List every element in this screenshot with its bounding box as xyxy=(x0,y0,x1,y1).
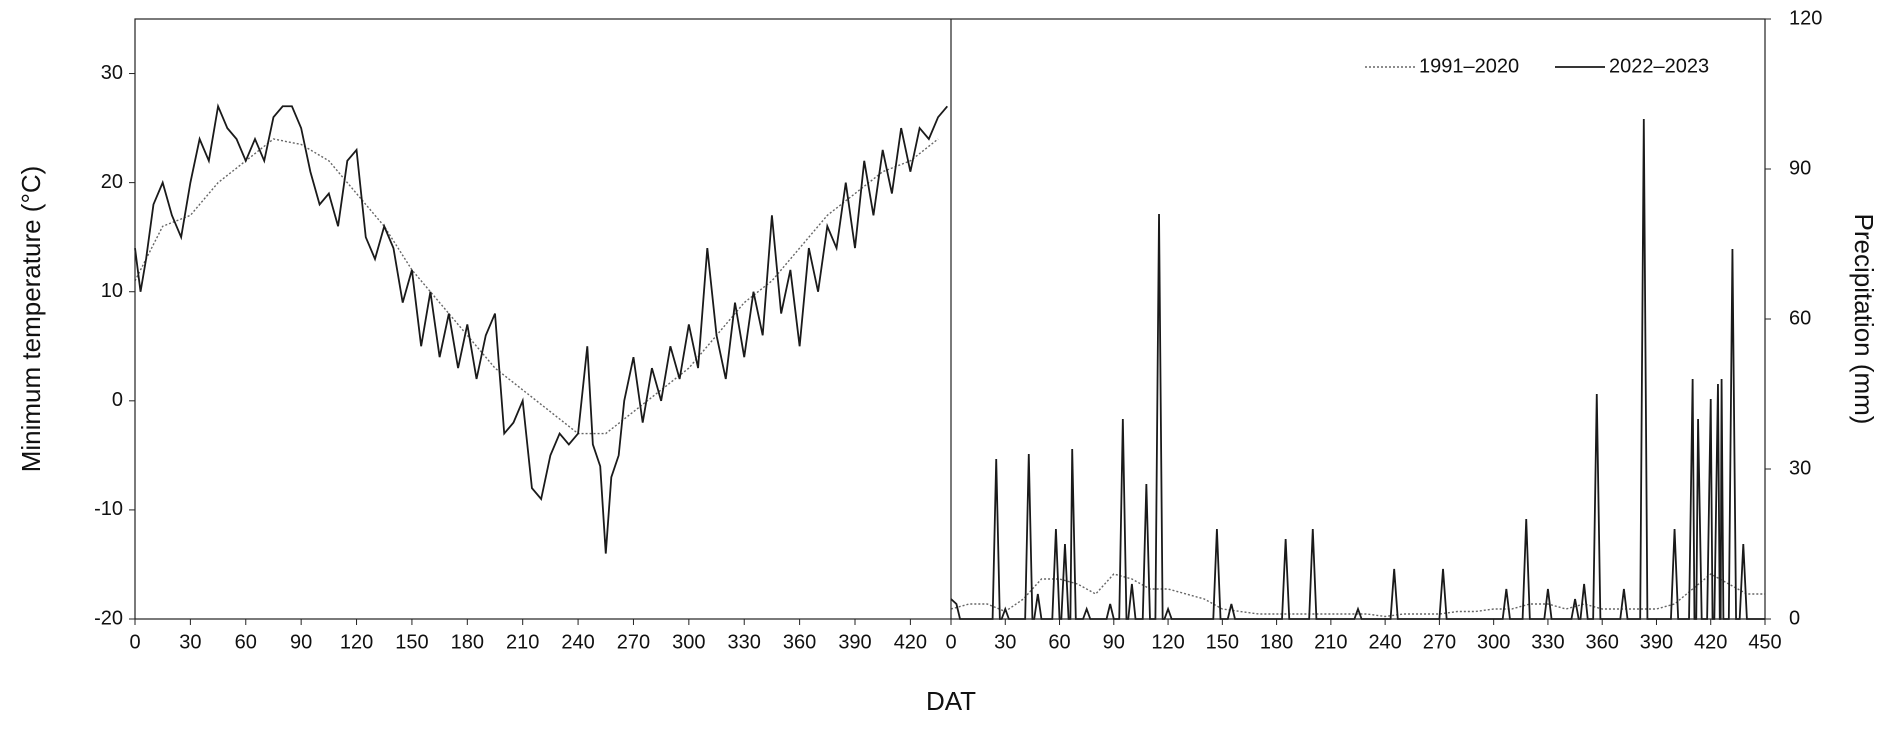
x-tick-label: 90 xyxy=(1103,631,1125,653)
x-tick-label: 150 xyxy=(1206,631,1239,653)
legend-label: 1991–2020 xyxy=(1419,55,1519,77)
x-tick-label: 180 xyxy=(1260,631,1293,653)
x-tick-label: 420 xyxy=(894,631,927,653)
y-tick-label: -20 xyxy=(94,607,123,629)
series-line xyxy=(134,103,948,554)
y-tick-label: 20 xyxy=(101,171,123,193)
x-tick-label: 0 xyxy=(129,631,140,653)
x-tick-label: 270 xyxy=(1423,631,1456,653)
legend-label: 2022–2023 xyxy=(1609,55,1709,77)
x-tick-label: 210 xyxy=(506,631,539,653)
x-tick-label: 120 xyxy=(1151,631,1184,653)
x-tick-label: 30 xyxy=(179,631,201,653)
y2-axis-title: Precipitation (mm) xyxy=(1849,214,1879,425)
x-tick-label: 270 xyxy=(617,631,650,653)
x-tick-label: 420 xyxy=(1694,631,1727,653)
x-tick-label: 390 xyxy=(1640,631,1673,653)
series-line xyxy=(950,573,1765,618)
x-tick-label: 60 xyxy=(1048,631,1070,653)
x-tick-label: 0 xyxy=(945,631,956,653)
y2-tick-label: 30 xyxy=(1789,457,1811,479)
series-line xyxy=(950,118,1765,620)
x-tick-label: 390 xyxy=(838,631,871,653)
x-tick-label: 360 xyxy=(1586,631,1619,653)
x-tick-label: 330 xyxy=(728,631,761,653)
y-axis-title: Minimum temperature (°C) xyxy=(16,166,46,473)
y-tick-label: 10 xyxy=(101,280,123,302)
y-tick-label: 30 xyxy=(101,62,123,84)
y2-tick-label: 60 xyxy=(1789,307,1811,329)
series-line xyxy=(134,138,939,435)
y2-tick-label: 0 xyxy=(1789,607,1800,629)
y-tick-label: -10 xyxy=(94,498,123,520)
x-tick-label: 180 xyxy=(451,631,484,653)
x-tick-label: 120 xyxy=(340,631,373,653)
y2-tick-label: 90 xyxy=(1789,157,1811,179)
x-tick-label: 30 xyxy=(994,631,1016,653)
x-tick-label: 360 xyxy=(783,631,816,653)
x-tick-label: 450 xyxy=(1748,631,1781,653)
x-tick-label: 60 xyxy=(235,631,257,653)
x-tick-label: 240 xyxy=(1368,631,1401,653)
plot-frame xyxy=(134,18,1766,620)
x-tick-label: 210 xyxy=(1314,631,1347,653)
y-tick-label: 0 xyxy=(112,389,123,411)
y2-tick-label: 120 xyxy=(1789,7,1822,29)
x-axis-title: DAT xyxy=(926,686,976,716)
x-tick-label: 300 xyxy=(1477,631,1510,653)
x-tick-label: 240 xyxy=(561,631,594,653)
x-tick-label: 330 xyxy=(1531,631,1564,653)
x-tick-label: 150 xyxy=(395,631,428,653)
x-tick-label: 300 xyxy=(672,631,705,653)
x-tick-label: 90 xyxy=(290,631,312,653)
